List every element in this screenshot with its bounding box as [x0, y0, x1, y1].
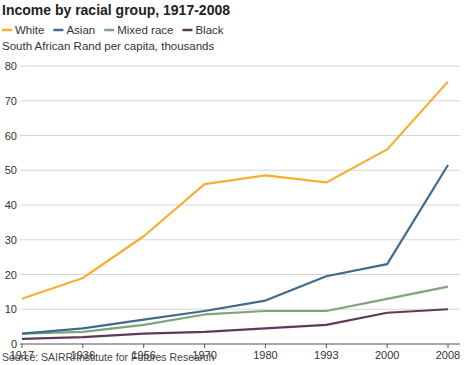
- grid-line: [20, 66, 460, 67]
- y-tick-label: 30: [5, 234, 17, 246]
- grid-line: [20, 343, 460, 344]
- grid-line: [20, 205, 460, 206]
- source: Source: SAIRR/Institute for Futures Rese…: [2, 351, 215, 363]
- y-tick-label: 50: [5, 164, 17, 176]
- x-tick: [448, 344, 449, 348]
- x-tick: [82, 344, 83, 348]
- y-tick-label: 60: [5, 130, 17, 142]
- x-tick-label: 2000: [375, 349, 399, 361]
- title: Income by racial group, 1917-2008: [2, 2, 230, 18]
- x-tick-label: 2008: [436, 349, 460, 361]
- legend-key: [53, 29, 63, 32]
- x-tick: [143, 344, 144, 348]
- legend-label: Black: [195, 24, 223, 36]
- x-tick: [265, 344, 266, 348]
- y-tick-label: 20: [5, 269, 17, 281]
- x-tick-label: 1980: [253, 349, 277, 361]
- legend-label: Asian: [66, 24, 95, 36]
- x-tick: [326, 344, 327, 348]
- x-tick: [204, 344, 205, 348]
- x-tick: [22, 344, 23, 348]
- legend-label: White: [15, 24, 44, 36]
- grid-line: [20, 309, 460, 310]
- y-tick-label: 40: [5, 199, 17, 211]
- grid-line: [20, 170, 460, 171]
- grid-line: [20, 100, 460, 101]
- legend-label: Mixed race: [117, 24, 173, 36]
- series-line: [22, 82, 448, 299]
- legend-key: [104, 29, 114, 32]
- x-tick: [387, 344, 388, 348]
- grid-line: [20, 239, 460, 240]
- chart: Income by racial group, 1917-2008 White As…: [0, 0, 464, 365]
- grid-line: [20, 135, 460, 136]
- legend-key: [182, 29, 192, 32]
- subtitle: South African Rand per capita, thousands: [2, 40, 215, 52]
- legend-key: [2, 29, 12, 32]
- plot-area: [22, 82, 448, 339]
- y-tick-label: 70: [5, 95, 17, 107]
- series-line: [22, 165, 448, 334]
- y-tick-label: 80: [5, 60, 17, 72]
- y-tick-label: 10: [5, 303, 17, 315]
- series-line: [22, 287, 448, 334]
- x-tick-label: 1993: [314, 349, 338, 361]
